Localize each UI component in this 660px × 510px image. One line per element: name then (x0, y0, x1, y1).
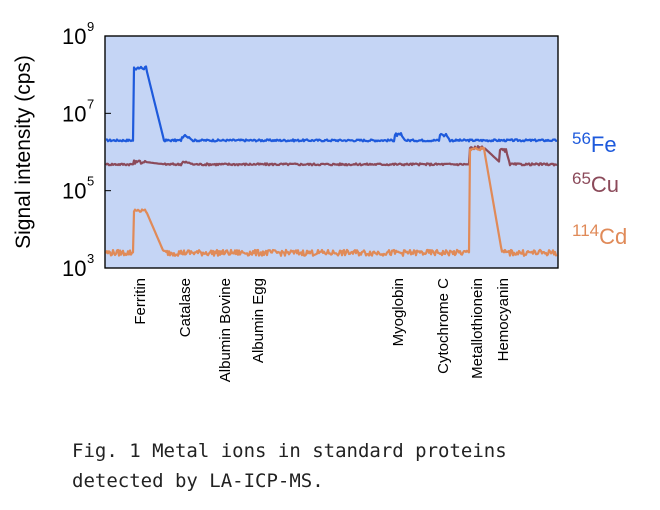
protein-label: Catalase (177, 278, 194, 337)
protein-label: Albumin Bovine (217, 278, 234, 382)
series-line-cu (105, 145, 558, 167)
caption-line-1: Fig. 1 Metal ions in standard proteins (72, 440, 507, 462)
y-tick-base: 10 (62, 256, 86, 281)
protein-labels: Ferritin Catalase Albumin Bovine Albumin Eg… (132, 278, 512, 382)
plot-frame (104, 35, 559, 269)
y-tick: 10 9 (62, 19, 111, 49)
protein-label: Ferritin (132, 278, 149, 325)
y-tick-exponent: 3 (87, 251, 94, 266)
series-layer (104, 65, 558, 257)
series-label-fe: 56Fe (572, 129, 617, 157)
series-line-fe (105, 65, 558, 143)
protein-label: Hemocyanin (495, 278, 512, 361)
y-tick-exponent: 5 (87, 174, 94, 189)
caption-line-2: detected by LA-ICP-MS. (72, 470, 324, 492)
plot-area (104, 35, 559, 269)
series-label-cu: 65Cu (572, 169, 619, 197)
series-labels: 56Fe 65Cu 114Cd (572, 129, 627, 249)
y-tick-base: 10 (62, 179, 86, 204)
y-tick: 10 5 (62, 174, 111, 204)
y-tick: 10 3 (62, 251, 111, 281)
series-label-cd: 114Cd (572, 221, 627, 249)
y-tick-exponent: 7 (87, 96, 94, 111)
y-axis-label: Signal intensity (cps) (12, 55, 35, 249)
series-line-cd (104, 146, 558, 257)
protein-label: Cytochrome C (435, 278, 452, 374)
y-tick: 10 7 (62, 96, 111, 126)
figure-caption: Fig. 1 Metal ions in standard proteins d… (72, 436, 652, 496)
protein-label: Myoglobin (390, 278, 407, 346)
protein-label: Metallothionein (469, 278, 486, 379)
y-tick-base: 10 (62, 101, 86, 126)
y-tick-exponent: 9 (87, 19, 94, 34)
protein-label: Albumin Egg (250, 278, 267, 363)
y-tick-base: 10 (62, 24, 86, 49)
